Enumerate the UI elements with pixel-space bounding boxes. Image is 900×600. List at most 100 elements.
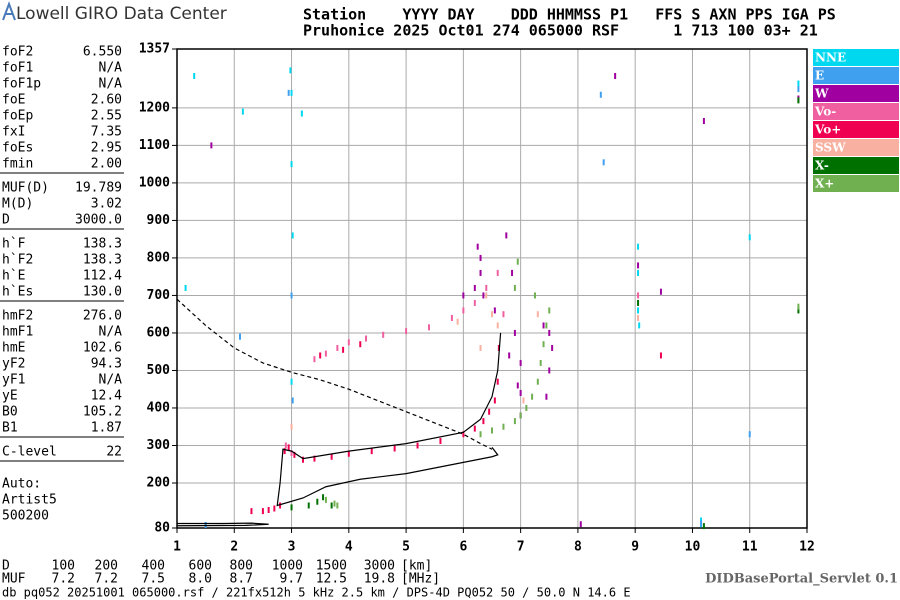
profile-line bbox=[176, 298, 493, 450]
param-name: D bbox=[2, 213, 10, 228]
echo-point bbox=[273, 505, 276, 512]
echo-point bbox=[416, 442, 419, 449]
echo-point bbox=[291, 232, 294, 239]
echo-point bbox=[347, 450, 350, 457]
footer-value: 1500 bbox=[316, 559, 347, 574]
echo-point bbox=[637, 292, 640, 299]
echo-point bbox=[513, 329, 516, 336]
echo-point bbox=[482, 418, 485, 425]
echo-point bbox=[700, 520, 703, 527]
echo-point bbox=[485, 284, 488, 291]
x-tick-label: 6 bbox=[459, 540, 467, 555]
x-tick-label: 10 bbox=[685, 540, 701, 555]
footer-value: 7.2 bbox=[95, 572, 118, 587]
echo-point bbox=[637, 243, 640, 250]
x-tick-label: 9 bbox=[631, 540, 639, 555]
echo-point bbox=[479, 344, 482, 351]
echo-point bbox=[476, 243, 479, 250]
param-value: 276.0 bbox=[83, 309, 122, 324]
echo-point bbox=[293, 451, 296, 458]
param-value: 12.4 bbox=[91, 389, 122, 404]
echo-point bbox=[637, 307, 640, 314]
param-name: h`E bbox=[2, 269, 25, 284]
legend-label: SSW bbox=[815, 141, 846, 155]
echo-point bbox=[496, 378, 499, 385]
profile-line bbox=[176, 522, 269, 527]
echo-point bbox=[545, 393, 548, 400]
echo-point bbox=[602, 159, 605, 166]
footer-unit: [km] bbox=[401, 559, 432, 574]
param-name: foF2 bbox=[2, 45, 33, 60]
echo-point bbox=[322, 494, 325, 501]
echo-point bbox=[513, 284, 516, 291]
echo-point bbox=[519, 359, 522, 366]
echo-point bbox=[502, 423, 505, 430]
echo-point bbox=[638, 322, 641, 329]
echo-point bbox=[193, 73, 196, 80]
echo-point bbox=[324, 350, 327, 357]
echo-point bbox=[302, 456, 304, 463]
y-tick-label: 700 bbox=[147, 288, 171, 303]
footer-value: 19.8 bbox=[364, 572, 395, 587]
footer-value: 400 bbox=[142, 559, 165, 574]
param-name: yE bbox=[2, 389, 18, 404]
echo-point bbox=[462, 431, 465, 438]
footer-label: D bbox=[2, 559, 10, 574]
param-value: 130.0 bbox=[83, 285, 122, 300]
legend-label: NNE bbox=[815, 51, 846, 65]
footer-value: 100 bbox=[52, 559, 75, 574]
y-tick-label: 400 bbox=[147, 400, 171, 415]
x-tick-label: 11 bbox=[742, 540, 758, 555]
legend-label: E bbox=[815, 69, 824, 83]
footer-value: 12.5 bbox=[316, 572, 347, 587]
param-name: foEp bbox=[2, 109, 33, 124]
echo-point bbox=[482, 292, 485, 299]
y-tick-label: 1100 bbox=[139, 138, 170, 153]
echo-point bbox=[307, 502, 310, 509]
echo-point bbox=[290, 449, 293, 456]
footer-value: 7.2 bbox=[52, 572, 75, 587]
echo-point bbox=[542, 322, 545, 329]
param-name: hmF2 bbox=[2, 309, 33, 324]
echo-point bbox=[290, 89, 293, 96]
param-value: 22 bbox=[106, 445, 122, 460]
echo-point bbox=[283, 448, 286, 455]
footer-value: 9.7 bbox=[280, 572, 303, 587]
echo-point bbox=[519, 412, 522, 419]
param-value: 3.02 bbox=[91, 197, 122, 212]
echo-point bbox=[637, 299, 640, 306]
echo-point bbox=[290, 378, 293, 385]
echo-point bbox=[287, 444, 290, 451]
echo-point bbox=[536, 378, 539, 385]
footer-value: 3000 bbox=[364, 559, 395, 574]
param-name: yF2 bbox=[2, 357, 25, 372]
echo-point bbox=[516, 258, 519, 265]
echo-point bbox=[797, 307, 800, 314]
echo-point bbox=[284, 442, 287, 449]
echo-point bbox=[491, 311, 493, 318]
echo-point bbox=[405, 328, 408, 335]
echo-point bbox=[473, 425, 476, 432]
param-name: fmin bbox=[2, 157, 33, 172]
logo-text: Lowell GIRO Data Center bbox=[16, 4, 227, 24]
y-tick-label: 900 bbox=[147, 213, 171, 228]
echo-point bbox=[508, 352, 511, 359]
echo-point bbox=[439, 437, 442, 444]
plot-frame bbox=[176, 48, 808, 529]
param-name: foEs bbox=[2, 141, 33, 156]
profile-line bbox=[276, 332, 502, 507]
x-tick-label: 3 bbox=[288, 540, 296, 555]
echo-point bbox=[548, 367, 551, 374]
param-value: 138.3 bbox=[83, 237, 122, 252]
echo-point bbox=[614, 73, 617, 80]
param-name: h`F bbox=[2, 237, 26, 252]
echo-point bbox=[545, 322, 548, 329]
echo-point bbox=[579, 521, 582, 528]
footer-value: 1000 bbox=[272, 559, 303, 574]
x-tick-label: 12 bbox=[799, 540, 815, 555]
echo-point bbox=[330, 502, 333, 509]
echo-point bbox=[637, 262, 640, 269]
footer-value: 200 bbox=[95, 559, 118, 574]
echo-point bbox=[637, 269, 640, 276]
